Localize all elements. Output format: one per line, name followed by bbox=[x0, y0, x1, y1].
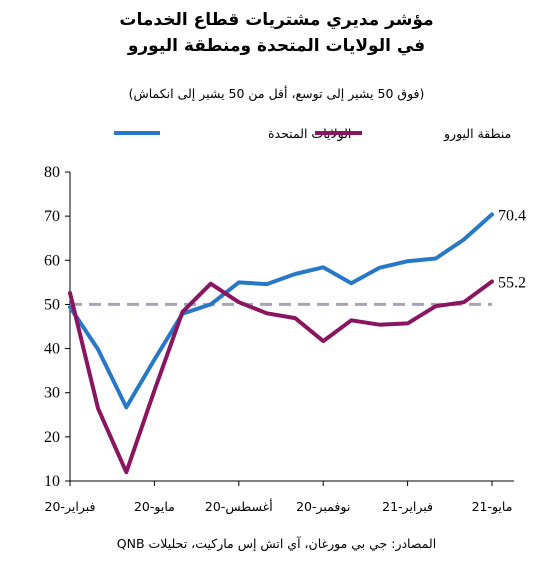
us-series-line bbox=[68, 212, 494, 410]
x-tick-label: فبراير-20 bbox=[45, 499, 96, 515]
x-tick-label: نوفمبر-20 bbox=[296, 499, 350, 515]
y-tick-label: 30 bbox=[44, 385, 60, 402]
y-tick-label: 80 bbox=[44, 164, 60, 181]
eurozone-end-label: 55.2 bbox=[498, 274, 526, 291]
x-tick-label: مايو-20 bbox=[134, 499, 175, 515]
y-tick-label: 70 bbox=[44, 208, 60, 225]
x-tick-label: فبراير-21 bbox=[382, 499, 433, 515]
x-tick-label: أغسطس-20 bbox=[205, 498, 273, 515]
chart-title-line2: في الولايات المتحدة ومنطقة اليورو bbox=[127, 36, 426, 56]
legend-eurozone-label: منطقة اليورو bbox=[443, 126, 511, 142]
y-tick-label: 50 bbox=[44, 296, 60, 313]
y-tick-label: 10 bbox=[44, 473, 60, 490]
y-tick-label: 40 bbox=[44, 341, 60, 358]
chart-subtitle: (فوق 50 يشير إلى توسع، أقل من 50 يشير إل… bbox=[128, 86, 425, 101]
source-note: المصادر: جي بي مورغان، آي اتش إس ماركيت،… bbox=[116, 536, 437, 551]
eurozone-series-line bbox=[68, 279, 494, 475]
y-tick-label: 60 bbox=[44, 252, 60, 269]
chart-title-line1: مؤشر مديري مشتريات قطاع الخدمات bbox=[119, 10, 434, 30]
x-tick-label: مايو-21 bbox=[472, 499, 513, 515]
us-end-label: 70.4 bbox=[498, 207, 526, 224]
legend-us-label: الولايات المتحدة bbox=[268, 126, 351, 142]
y-tick-label: 20 bbox=[44, 429, 60, 446]
